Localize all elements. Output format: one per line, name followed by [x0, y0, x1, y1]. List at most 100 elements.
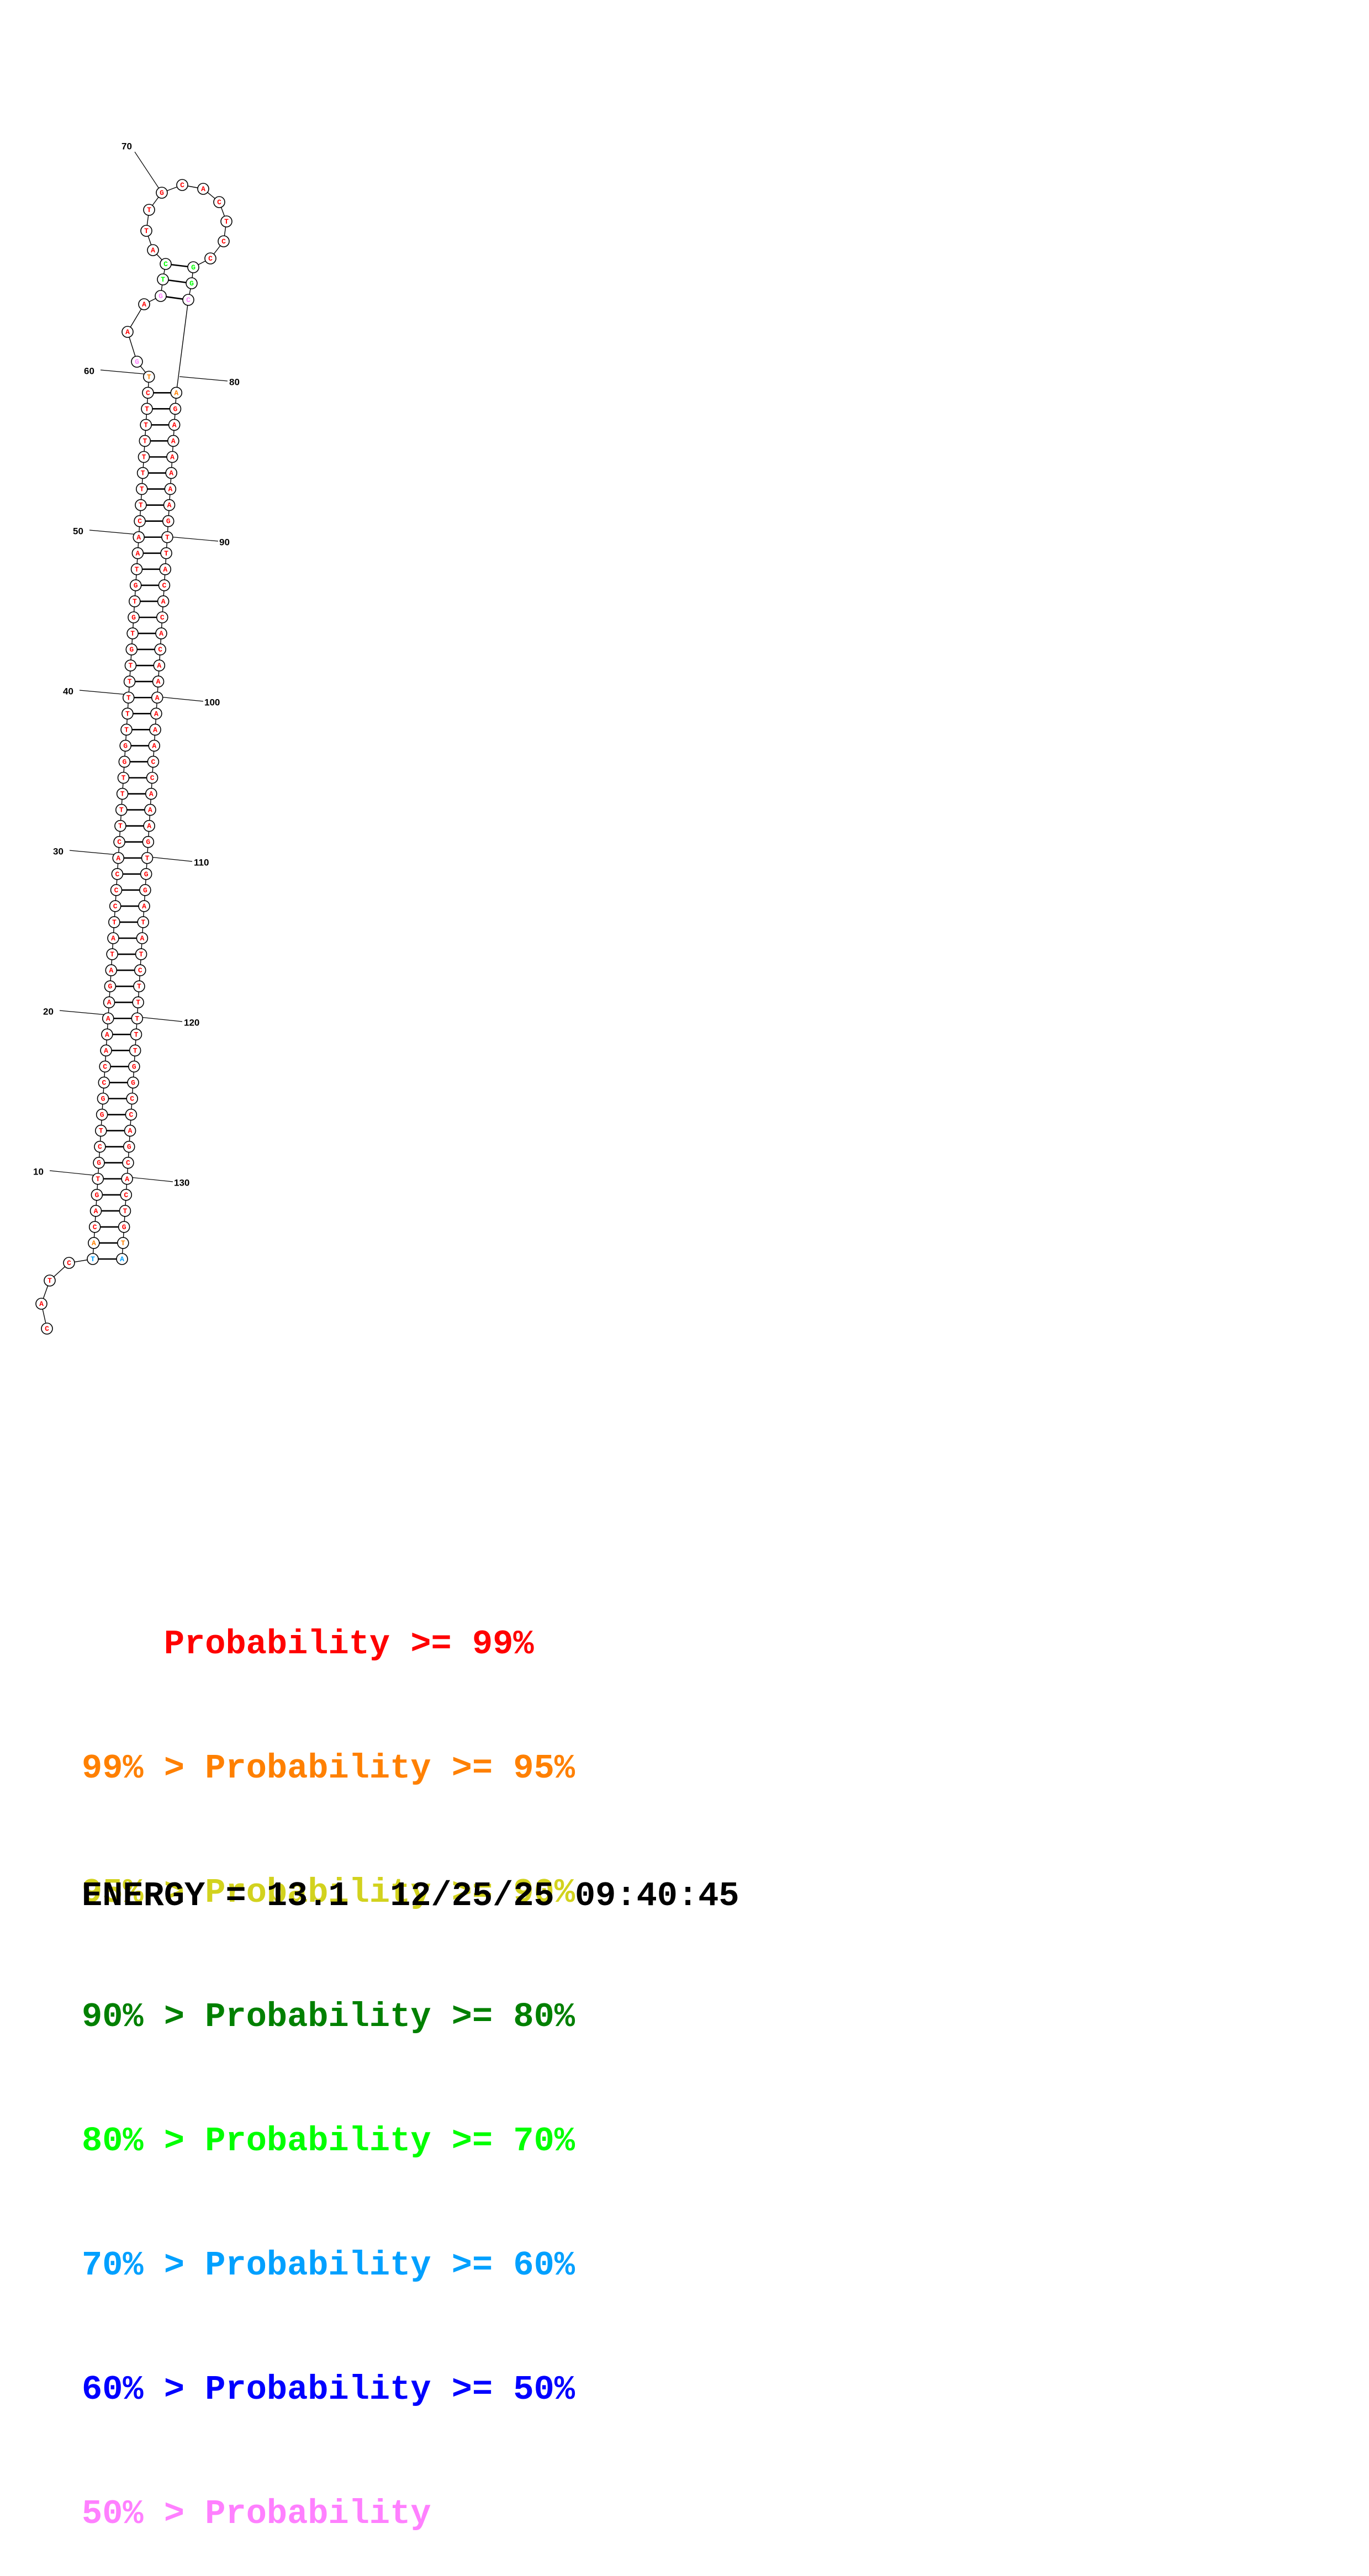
nucleotide: T — [129, 595, 141, 607]
nucleotide: A — [147, 244, 159, 256]
nucleotide-circle — [150, 707, 162, 720]
nucleotide-letter: A — [106, 1014, 110, 1023]
nucleotide-circle — [204, 252, 216, 265]
nucleotide: A — [138, 900, 150, 912]
nucleotide-letter: A — [111, 934, 115, 943]
nucleotide-letter: T — [144, 421, 148, 429]
nucleotide: A — [164, 483, 177, 495]
nucleotide-circle — [111, 868, 124, 880]
nucleotide: A — [131, 547, 144, 559]
nucleotide-letter: A — [92, 1239, 96, 1247]
nucleotide-letter: T — [147, 373, 151, 381]
nucleotide: C — [99, 1060, 111, 1073]
nucleotide: A — [124, 1124, 136, 1137]
nucleotide: T — [87, 1253, 99, 1265]
nucleotide: A — [136, 932, 149, 944]
nucleotide-letter: A — [39, 1300, 44, 1308]
nucleotide-letter: A — [105, 1030, 109, 1039]
nucleotide: A — [112, 851, 125, 864]
nucleotide-circle — [124, 1124, 136, 1137]
nucleotide-circle — [106, 948, 118, 960]
nucleotide-circle — [154, 643, 166, 655]
nucleotide-letter: T — [137, 982, 141, 991]
nucleotide: C — [63, 1257, 75, 1269]
nucleotide: C — [94, 1140, 106, 1153]
nucleotide-circle — [153, 659, 166, 671]
nucleotide: T — [131, 1012, 144, 1025]
nucleotide-letter: G — [108, 982, 113, 991]
nucleotide-letter: A — [107, 998, 112, 1007]
nucleotide-letter: C — [103, 1062, 107, 1071]
nucleotide-circle — [156, 611, 168, 623]
nucleotide-circle — [120, 1189, 133, 1201]
nucleotide: T — [130, 563, 143, 575]
nucleotide-circle — [132, 996, 144, 1008]
nucleotide-circle — [96, 1108, 108, 1121]
nucleotide-letter: T — [124, 726, 129, 734]
nucleotide-letter: G — [173, 405, 178, 413]
nucleotide-letter: T — [110, 950, 114, 959]
nucleotide: A — [166, 451, 178, 463]
nucleotide-letter: T — [144, 227, 149, 235]
nucleotide-letter: A — [148, 806, 152, 814]
nucleotide-circle — [120, 723, 133, 736]
nucleotide: T — [220, 215, 232, 228]
nucleotide-circle — [124, 659, 137, 671]
position-label: 120 — [184, 1018, 199, 1028]
nucleotide-letter: A — [171, 437, 176, 445]
nucleotide-circle — [95, 1124, 107, 1137]
nucleotide-letter: C — [160, 613, 165, 622]
nucleotide: G — [123, 1140, 135, 1153]
nucleotide: T — [140, 419, 152, 431]
nucleotide: T — [120, 723, 133, 736]
nucleotide-circle — [130, 1028, 142, 1041]
nucleotide: T — [130, 1028, 142, 1041]
nucleotide-letter: A — [154, 710, 158, 718]
nucleotide: A — [144, 803, 156, 816]
nucleotide-circle — [125, 1108, 138, 1121]
base-pair-bond — [168, 279, 187, 284]
nucleotide-letter: G — [131, 613, 136, 622]
nucleotide-circle — [131, 1012, 144, 1025]
position-ticks: 10 20 30 40 50 60 70 80 90 100 110 120 130 — [33, 141, 240, 1188]
nucleotide: A — [152, 675, 165, 687]
nucleotide-letter: A — [167, 501, 172, 510]
nucleotide-letter: A — [125, 1175, 129, 1183]
nucleotide-circle — [141, 403, 153, 415]
nucleotide-circle — [143, 204, 155, 216]
nucleotide: G — [118, 755, 131, 768]
nucleotide-letter: T — [133, 1046, 138, 1055]
nucleotide-circle — [94, 1140, 106, 1153]
nucleotide-circle — [136, 467, 149, 479]
nucleotide-circle — [145, 787, 157, 800]
nucleotide-circle — [144, 803, 156, 816]
nucleotide-letter: T — [129, 662, 133, 670]
position-label: 60 — [84, 366, 94, 377]
nucleotide-letter: T — [145, 405, 149, 413]
nucleotide-letter: T — [120, 790, 125, 798]
nucleotide: T — [141, 403, 153, 415]
nucleotide: G — [119, 739, 131, 752]
nucleotide-circle — [165, 467, 177, 479]
nucleotide: C — [111, 868, 124, 880]
nucleotide: G — [127, 1076, 139, 1089]
nucleotide: C — [156, 611, 168, 623]
nucleotide-letter: A — [136, 533, 141, 542]
nucleotide-circle — [142, 387, 154, 399]
nucleotide: A — [105, 964, 118, 976]
nucleotide-circle — [116, 787, 129, 800]
nucleotide-letter: A — [140, 934, 144, 943]
nucleotide-letter: A — [147, 822, 151, 831]
nucleotide-letter: C — [102, 1078, 106, 1087]
nucleotide: A — [101, 1028, 113, 1041]
position-label: 100 — [204, 697, 220, 708]
position-tick-line — [149, 856, 193, 862]
nucleotide: T — [117, 1237, 129, 1249]
nucleotide-letter: T — [136, 998, 140, 1007]
nucleotide-circle — [135, 483, 148, 495]
nucleotide-circle — [126, 627, 139, 639]
nucleotide-circle — [41, 1323, 53, 1335]
nucleotide: C — [109, 900, 121, 912]
nucleotide: C — [122, 1156, 134, 1169]
nucleotide-letter: A — [109, 966, 113, 975]
